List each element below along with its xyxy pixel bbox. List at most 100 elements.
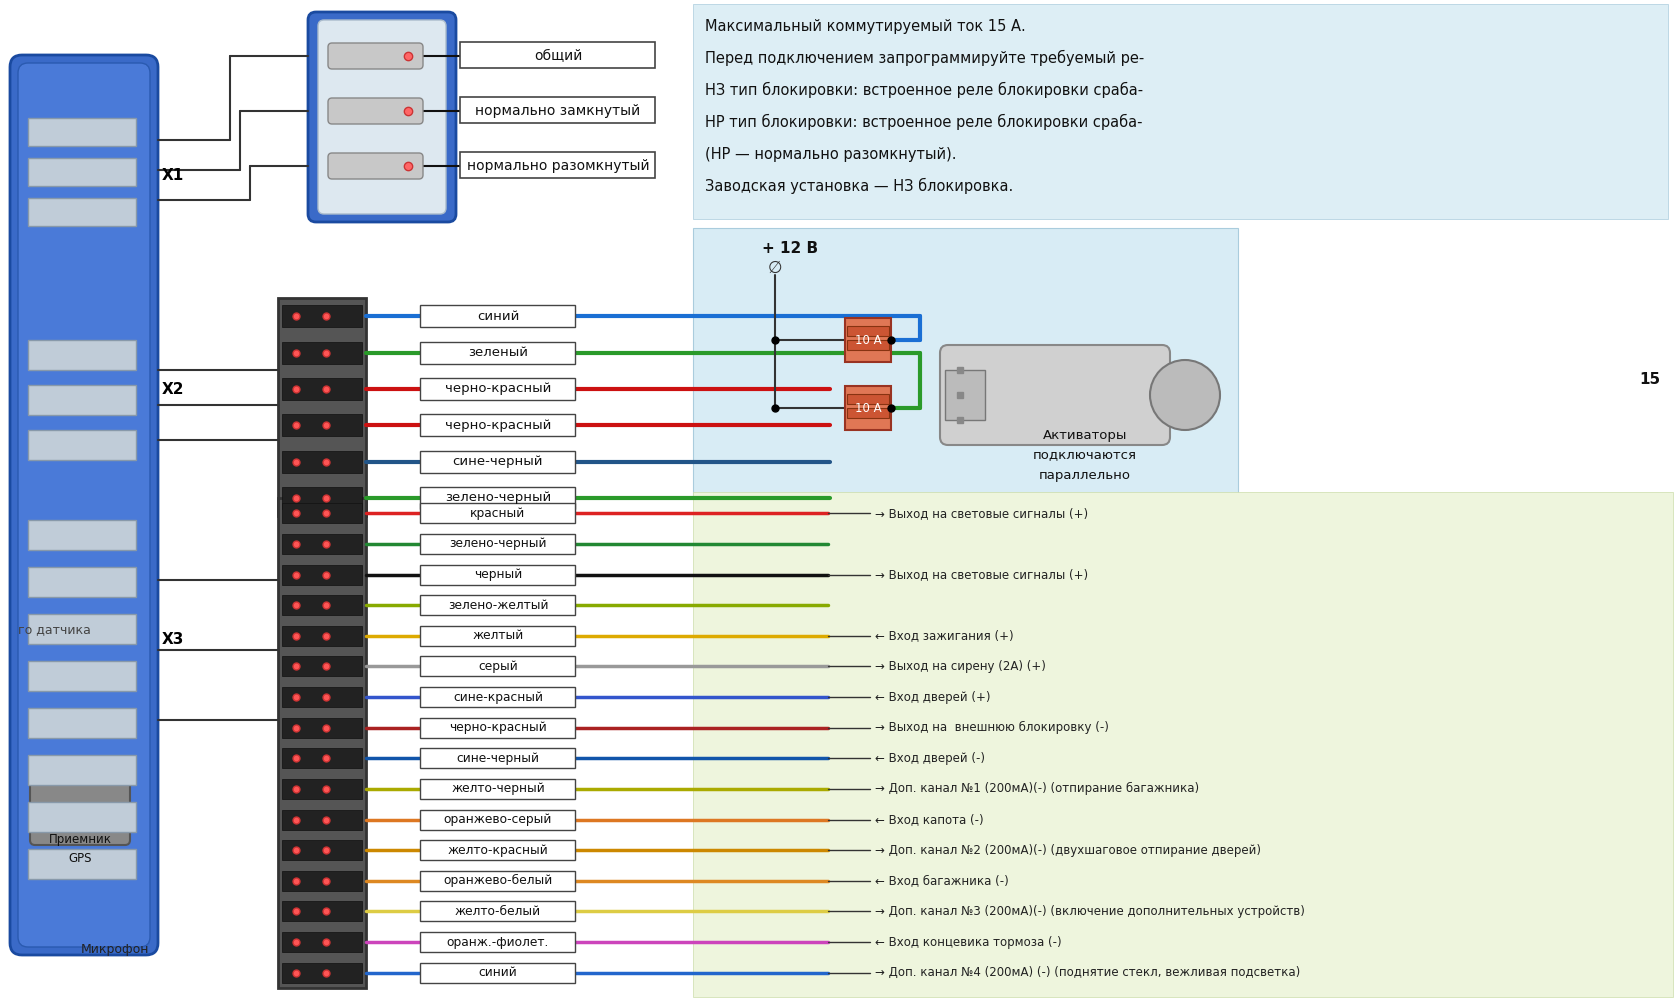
- Text: Микрофон: Микрофон: [81, 944, 150, 957]
- Bar: [29, 708, 136, 738]
- Text: → Выход на световые сигналы (+): → Выход на световые сигналы (+): [875, 507, 1087, 520]
- Bar: [460, 152, 655, 178]
- Bar: [282, 810, 361, 830]
- Bar: [282, 901, 361, 921]
- Text: сине-черный: сине-черный: [452, 455, 543, 468]
- Bar: [29, 802, 136, 832]
- Bar: [845, 318, 890, 362]
- Text: зелено-желтый: зелено-желтый: [447, 599, 548, 612]
- Bar: [420, 564, 575, 584]
- Text: X2: X2: [161, 382, 185, 397]
- Bar: [282, 487, 361, 509]
- Text: нормально замкнутый: нормально замкнутый: [475, 104, 640, 118]
- Bar: [282, 871, 361, 890]
- Bar: [420, 779, 575, 799]
- FancyBboxPatch shape: [318, 20, 445, 214]
- FancyBboxPatch shape: [307, 12, 455, 222]
- Text: Максимальный коммутируемый ток 15 А.: Максимальный коммутируемый ток 15 А.: [704, 18, 1025, 33]
- Text: красный: красный: [470, 507, 526, 520]
- FancyBboxPatch shape: [939, 345, 1169, 445]
- Bar: [420, 687, 575, 707]
- Bar: [282, 779, 361, 799]
- Bar: [29, 614, 136, 644]
- Bar: [692, 4, 1667, 219]
- Bar: [29, 661, 136, 691]
- Text: зелено-черный: зелено-черный: [445, 491, 551, 504]
- Bar: [29, 520, 136, 550]
- Text: серый: серый: [477, 660, 517, 673]
- Text: сине-красный: сине-красный: [452, 690, 543, 703]
- Bar: [460, 42, 655, 68]
- Bar: [29, 754, 136, 785]
- Text: X1: X1: [161, 168, 185, 182]
- Text: черно-красный: черно-красный: [449, 721, 546, 734]
- Bar: [420, 378, 575, 399]
- Bar: [282, 451, 361, 473]
- Text: → Доп. канал №4 (200мА) (-) (поднятие стекл, вежливая подсветка): → Доп. канал №4 (200мА) (-) (поднятие ст…: [875, 966, 1299, 979]
- Bar: [277, 498, 366, 988]
- Text: Заводская установка — НЗ блокировка.: Заводская установка — НЗ блокировка.: [704, 178, 1013, 194]
- Text: оранжево-белый: оранжево-белый: [444, 874, 553, 887]
- Text: желто-красный: желто-красный: [447, 844, 548, 857]
- Text: X3: X3: [161, 633, 185, 648]
- Text: 10 А: 10 А: [853, 334, 880, 346]
- Text: ∅: ∅: [768, 259, 781, 277]
- Bar: [282, 687, 361, 707]
- Bar: [420, 596, 575, 616]
- FancyBboxPatch shape: [328, 153, 423, 179]
- Text: (НР — нормально разомкнутый).: (НР — нормально разомкнутый).: [704, 147, 956, 162]
- Text: ← Вход багажника (-): ← Вход багажника (-): [875, 874, 1008, 887]
- Text: ← Вход зажигания (+): ← Вход зажигания (+): [875, 630, 1013, 642]
- Bar: [847, 326, 889, 336]
- Text: го датчика: го датчика: [18, 624, 91, 637]
- Bar: [282, 341, 361, 363]
- FancyBboxPatch shape: [328, 43, 423, 69]
- FancyBboxPatch shape: [18, 63, 150, 947]
- Bar: [692, 492, 1672, 997]
- FancyBboxPatch shape: [30, 780, 129, 845]
- Bar: [282, 534, 361, 554]
- Text: оранж.-фиолет.: оранж.-фиолет.: [447, 936, 549, 949]
- Text: черно-красный: черно-красный: [445, 382, 551, 395]
- Bar: [29, 118, 136, 146]
- Text: ← Вход концевика тормоза (-): ← Вход концевика тормоза (-): [875, 936, 1062, 949]
- Bar: [420, 840, 575, 860]
- Text: желтый: желтый: [472, 630, 522, 642]
- Bar: [29, 430, 136, 460]
- Bar: [282, 933, 361, 952]
- Bar: [282, 596, 361, 616]
- Bar: [420, 451, 575, 473]
- Bar: [420, 963, 575, 983]
- Bar: [845, 386, 890, 430]
- Text: → Выход на  внешнюю блокировку (-): → Выход на внешнюю блокировку (-): [875, 721, 1109, 734]
- Text: 10 А: 10 А: [853, 401, 880, 414]
- Text: Активаторы: Активаторы: [1042, 429, 1127, 442]
- Text: параллельно: параллельно: [1038, 469, 1131, 482]
- Text: НР тип блокировки: встроенное реле блокировки сраба-: НР тип блокировки: встроенное реле блоки…: [704, 114, 1142, 130]
- Text: зеленый: зеленый: [467, 346, 528, 359]
- Bar: [282, 378, 361, 399]
- Text: Перед подключением запрограммируйте требуемый ре-: Перед подключением запрограммируйте треб…: [704, 50, 1144, 66]
- Text: общий: общий: [534, 49, 581, 63]
- Bar: [282, 717, 361, 737]
- Bar: [847, 394, 889, 404]
- Text: ← Вход дверей (-): ← Вход дверей (-): [875, 751, 984, 765]
- Bar: [420, 341, 575, 363]
- Bar: [460, 97, 655, 123]
- FancyBboxPatch shape: [10, 55, 158, 955]
- Bar: [282, 963, 361, 983]
- Bar: [282, 626, 361, 646]
- Text: нормально разомкнутый: нормально разомкнутый: [467, 159, 648, 173]
- Bar: [282, 503, 361, 523]
- Text: синий: синий: [479, 966, 517, 979]
- Text: оранжево-серый: оранжево-серый: [444, 813, 551, 826]
- Bar: [692, 228, 1236, 498]
- Text: GPS: GPS: [69, 851, 92, 864]
- Text: синий: синий: [477, 310, 519, 323]
- Bar: [420, 626, 575, 646]
- Bar: [420, 534, 575, 554]
- Text: желто-черный: желто-черный: [450, 783, 544, 796]
- Text: → Доп. канал №1 (200мА)(-) (отпирание багажника): → Доп. канал №1 (200мА)(-) (отпирание ба…: [875, 783, 1198, 796]
- Text: ← Вход капота (-): ← Вход капота (-): [875, 813, 983, 826]
- Text: → Доп. канал №3 (200мА)(-) (включение дополнительных устройств): → Доп. канал №3 (200мА)(-) (включение до…: [875, 905, 1304, 917]
